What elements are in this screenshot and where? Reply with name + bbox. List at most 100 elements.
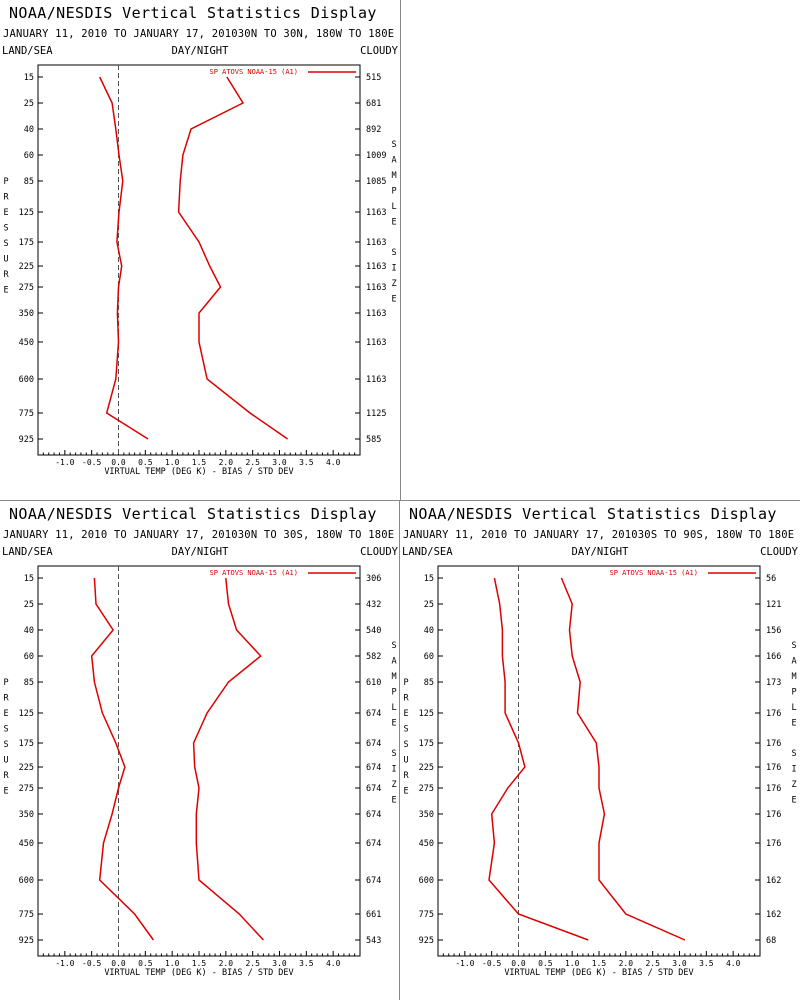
panel-date-range: JANUARY 11, 2010 TO JANUARY 17, 2010 (3, 529, 238, 541)
pressure-axis-letter: R (3, 771, 9, 781)
pressure-tick-label: 275 (19, 283, 34, 293)
vertical-stats-chart: 15 515 25 681 40 892 60 1009 85 1085 125 1163 175 116… (3, 64, 397, 477)
x-tick-label: 2.0 (619, 959, 634, 968)
x-axis-label: VIRTUAL TEMP (DEG K) - BIAS / STD DEV (104, 968, 293, 978)
x-tick-label: 3.0 (672, 959, 687, 968)
pressure-axis-letter: E (3, 208, 8, 218)
pressure-axis-letter: E (403, 709, 408, 719)
x-tick-label: 3.5 (699, 959, 714, 968)
x-tick-label: 2.5 (245, 959, 260, 968)
sample-size-label: 674 (366, 709, 381, 719)
pressure-tick-label: 925 (19, 936, 34, 946)
pressure-tick-label: 275 (419, 784, 434, 794)
pressure-tick-label: 25 (24, 600, 34, 610)
panel-title: NOAA/NESDIS Vertical Statistics Display (9, 4, 377, 22)
day-night-label: DAY/NIGHT (171, 546, 229, 558)
x-axis-label: VIRTUAL TEMP (DEG K) - BIAS / STD DEV (104, 467, 293, 477)
x-tick-label: 0.0 (111, 959, 126, 968)
pressure-tick-label: 125 (19, 709, 34, 719)
x-tick-label: 0.5 (538, 959, 553, 968)
sample-size-label: 515 (366, 73, 381, 83)
x-tick-label: 0.5 (138, 959, 153, 968)
sample-size-label: 1163 (366, 238, 386, 248)
x-tick-label: 0.5 (138, 458, 153, 467)
pressure-tick-label: 775 (19, 910, 34, 920)
plot-frame (37, 565, 361, 957)
pressure-axis-letter: P (3, 678, 8, 688)
sample-size-label: 56 (766, 574, 776, 584)
pressure-axis-letter: R (3, 270, 9, 280)
pressure-axis-letter: R (403, 771, 409, 781)
panel-region: 30N TO 30N, 180W TO 180E (237, 28, 395, 40)
x-tick-label: -1.0 (55, 458, 74, 467)
pressure-tick-label: 450 (419, 839, 434, 849)
pressure-tick-label: 225 (19, 262, 34, 272)
sample-size-label: 176 (766, 839, 781, 849)
sample-size-axis-letter: P (391, 688, 396, 698)
sample-size-label: 681 (366, 99, 381, 109)
pressure-tick-label: 85 (24, 177, 34, 187)
sample-size-label: 540 (366, 626, 381, 636)
day-night-label: DAY/NIGHT (171, 45, 229, 57)
pressure-tick-label: 40 (24, 626, 34, 636)
sample-size-label: 1163 (366, 262, 386, 272)
sample-size-label: 156 (766, 626, 781, 636)
sample-size-axis-letter: I (391, 264, 396, 274)
sample-size-label: 543 (366, 936, 381, 946)
pressure-tick-label: 125 (19, 208, 34, 218)
sample-size-label: 1085 (366, 177, 386, 187)
x-tick-label: -0.5 (482, 959, 501, 968)
x-tick-label: 0.0 (511, 959, 526, 968)
sample-size-axis-letter: M (391, 171, 396, 181)
sample-size-label: 1125 (366, 409, 386, 419)
pressure-tick-label: 350 (19, 309, 34, 319)
x-tick-label: 1.5 (592, 959, 607, 968)
pressure-tick-label: 225 (19, 763, 34, 773)
sample-size-label: 306 (366, 574, 381, 584)
pressure-axis-letter: S (3, 224, 8, 234)
x-tick-label: -0.5 (82, 458, 101, 467)
pressure-tick-label: 15 (424, 574, 434, 584)
sample-size-label: 674 (366, 839, 381, 849)
legend-label: SP ATOVS NOAA-15 (A1) (209, 68, 298, 76)
sample-size-label: 166 (766, 652, 781, 662)
pressure-axis-letter: E (3, 286, 8, 296)
sample-size-label: 1163 (366, 208, 386, 218)
x-tick-label: 1.5 (192, 458, 207, 467)
panel-dates: JANUARY 11, 2010 TO JANUARY 17, 201030S … (403, 529, 794, 541)
sample-size-axis-letter: M (391, 672, 396, 682)
pressure-axis-letter: U (403, 756, 408, 766)
pressure-axis-letter: P (403, 678, 408, 688)
sample-size-axis-letter: A (791, 657, 796, 667)
x-tick-label: 1.0 (565, 959, 580, 968)
pressure-tick-label: 85 (424, 678, 434, 688)
pressure-axis-letter: S (403, 725, 408, 735)
panel-date-range: JANUARY 11, 2010 TO JANUARY 17, 2010 (3, 28, 238, 40)
pressure-axis-letter: R (3, 193, 9, 203)
x-tick-label: 2.5 (245, 458, 260, 467)
x-tick-label: 2.0 (219, 458, 234, 467)
pressure-axis-letter: R (403, 694, 409, 704)
pressure-tick-label: 175 (419, 739, 434, 749)
sample-size-axis-letter: E (391, 295, 396, 305)
x-tick-label: 4.0 (326, 959, 341, 968)
sample-size-axis-letter: I (391, 765, 396, 775)
pressure-axis-letter: E (3, 709, 8, 719)
sample-size-label: 121 (766, 600, 781, 610)
cloud-label: CLOUDY (760, 546, 798, 558)
x-tick-label: 1.0 (165, 959, 180, 968)
sample-size-axis-letter: I (791, 765, 796, 775)
pressure-axis-letter: R (3, 694, 9, 704)
bias-series-line (99, 76, 149, 440)
pressure-tick-label: 925 (19, 435, 34, 445)
pressure-tick-label: 175 (19, 238, 34, 248)
sample-size-axis-letter: L (791, 703, 796, 713)
sample-size-axis-letter: A (391, 156, 396, 166)
sample-size-axis-letter: E (391, 719, 396, 729)
pressure-axis-letter: E (3, 787, 8, 797)
sample-size-label: 173 (766, 678, 781, 688)
std-dev-series-line (192, 577, 264, 941)
pressure-tick-label: 450 (19, 338, 34, 348)
